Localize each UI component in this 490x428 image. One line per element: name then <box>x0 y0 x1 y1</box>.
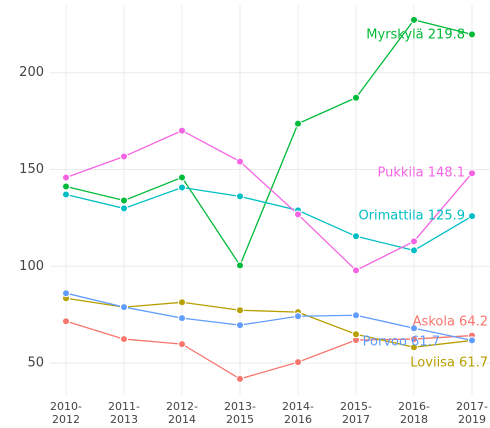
point <box>178 298 186 307</box>
point <box>178 173 186 182</box>
annotation: Orimattila 125.9 <box>358 209 465 224</box>
point <box>236 157 244 166</box>
point <box>236 261 244 270</box>
point <box>410 343 418 352</box>
point <box>178 340 186 349</box>
point <box>236 192 244 201</box>
point <box>468 336 476 345</box>
series-line <box>65 297 473 348</box>
point <box>410 246 418 255</box>
point <box>120 303 128 312</box>
y-tick-label: 150 <box>19 162 44 177</box>
x-tick-label: 2012- 2014 <box>166 400 198 426</box>
series-line <box>65 19 473 267</box>
x-tick-label: 2016- 2018 <box>398 400 430 426</box>
point <box>236 306 244 315</box>
point <box>410 15 418 24</box>
y-tick-label: 50 <box>27 356 44 371</box>
annotation: Pukkila 148.1 <box>378 166 465 181</box>
x-tick-label: 2014- 2016 <box>282 400 314 426</box>
point <box>410 335 418 344</box>
point <box>236 321 244 330</box>
series-line <box>65 186 473 252</box>
point <box>294 210 302 219</box>
point <box>120 152 128 161</box>
point <box>410 237 418 246</box>
series-line <box>65 320 473 380</box>
point <box>62 173 70 182</box>
point <box>120 204 128 213</box>
series-line <box>65 292 473 342</box>
point <box>62 317 70 326</box>
point <box>178 126 186 135</box>
point <box>120 196 128 205</box>
x-tick-label: 2010- 2012 <box>50 400 82 426</box>
annotation: Loviisa 61.7 <box>410 356 488 371</box>
annotation: Askola 64.2 <box>413 315 488 330</box>
point <box>62 190 70 199</box>
point <box>294 358 302 367</box>
point <box>178 314 186 323</box>
point <box>120 335 128 344</box>
point <box>294 119 302 128</box>
point <box>352 311 360 320</box>
point <box>352 330 360 339</box>
y-tick-label: 200 <box>19 65 44 80</box>
point <box>468 169 476 178</box>
point <box>294 312 302 321</box>
point <box>468 212 476 221</box>
y-tick-label: 100 <box>19 259 44 274</box>
point <box>468 30 476 39</box>
point <box>352 93 360 102</box>
x-tick-label: 2015- 2017 <box>340 400 372 426</box>
point <box>410 324 418 333</box>
point <box>236 374 244 383</box>
point <box>352 266 360 275</box>
point <box>62 182 70 191</box>
point <box>62 289 70 298</box>
point <box>352 232 360 241</box>
annotation: Myrskylä 219.8 <box>366 28 465 43</box>
point <box>178 183 186 192</box>
x-tick-label: 2011- 2013 <box>108 400 140 426</box>
annotation: Porvoo 61.7 <box>363 335 440 350</box>
x-tick-label: 2013- 2015 <box>224 400 256 426</box>
series-line <box>65 129 473 272</box>
x-tick-label: 2017- 2019 <box>456 400 488 426</box>
